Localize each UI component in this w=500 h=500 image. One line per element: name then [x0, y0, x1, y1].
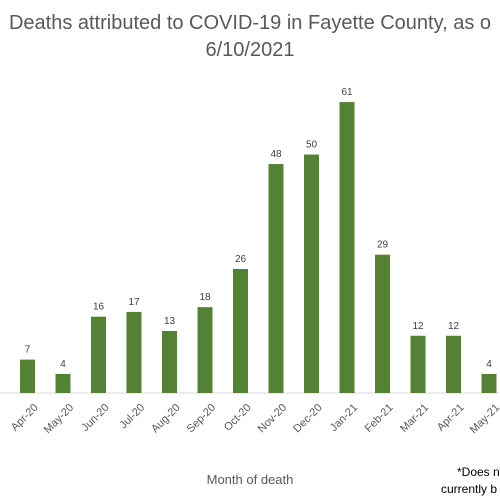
bar	[233, 269, 248, 393]
bar	[268, 164, 284, 393]
x-tick-label: Oct-20	[222, 402, 254, 434]
bar	[20, 359, 35, 393]
x-tick-label: May-20	[42, 402, 76, 436]
footnote-line-2: currently b	[441, 482, 498, 496]
bar	[481, 373, 497, 393]
footnote-line-1: *Does n	[457, 465, 500, 479]
data-label: 29	[377, 240, 389, 251]
data-label: 13	[164, 316, 176, 327]
x-axis-label: Month of death	[206, 472, 294, 487]
data-label: 12	[412, 321, 424, 332]
data-label: 4	[486, 359, 492, 370]
x-tick-label: Mar-21	[398, 402, 431, 435]
x-tick-label: Jan-21	[328, 402, 360, 434]
bar	[197, 307, 213, 393]
x-tick-label: May-21	[468, 402, 500, 436]
chart-title: Deaths attributed to COVID-19 in Fayette…	[0, 10, 500, 64]
bar	[91, 316, 106, 393]
data-label: 48	[270, 149, 282, 160]
x-tick-label: Jun-20	[79, 402, 111, 434]
bar	[375, 254, 390, 393]
x-tick-label: Dec-20	[291, 402, 325, 436]
x-tick-label: Feb-21	[363, 402, 396, 435]
data-label: 61	[341, 87, 353, 98]
bar	[162, 331, 177, 393]
bar	[304, 154, 319, 393]
footnote: *Does n currently b	[441, 464, 500, 500]
x-tick-label: Aug-20	[149, 402, 183, 436]
bar	[446, 335, 461, 393]
data-label: 12	[448, 321, 460, 332]
x-tick-label: Apr-21	[435, 402, 467, 434]
bar	[126, 311, 142, 393]
data-label: 7	[25, 345, 31, 356]
x-tick-label: Nov-20	[256, 402, 290, 436]
x-tick-label: Apr-20	[9, 402, 41, 434]
data-label: 50	[306, 140, 318, 151]
data-label: 4	[60, 359, 66, 370]
bar	[55, 373, 71, 393]
x-tick-label: Sep-20	[185, 402, 219, 436]
data-label: 17	[128, 297, 140, 308]
chart-title-line-1: Deaths attributed to COVID-19 in Fayette…	[8, 12, 492, 34]
data-label: 16	[93, 302, 105, 313]
bar	[339, 102, 355, 394]
chart-title-line-2: 6/10/2021	[205, 39, 295, 61]
data-label: 18	[199, 292, 211, 303]
bar	[410, 335, 426, 393]
data-label: 26	[235, 254, 247, 265]
x-tick-label: Jul-20	[118, 402, 148, 432]
